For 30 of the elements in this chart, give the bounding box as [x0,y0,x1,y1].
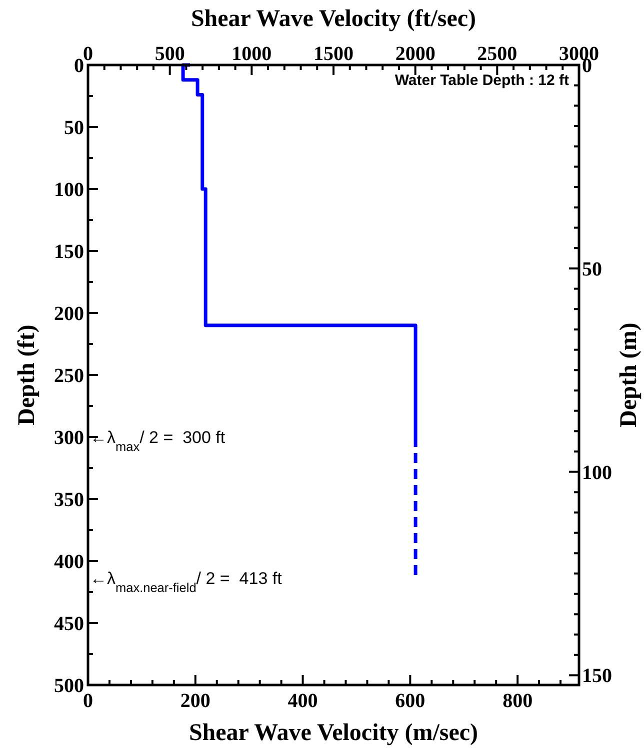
y-tick-label: 50 [64,117,84,139]
y2-axis-title: Depth (m) [616,322,642,428]
y-tick-label: 400 [54,551,84,573]
y-tick-label: 250 [54,365,84,387]
x-tick-label: 400 [288,690,318,712]
x-axis-title: Shear Wave Velocity (m/sec) [188,720,478,746]
x2-tick-label: 2500 [477,43,518,65]
x2-tick-label: 500 [154,43,185,65]
y-tick-label: 0 [74,55,84,77]
y-tick-label: 150 [54,241,84,263]
x-tick-label: 200 [180,690,210,712]
x-tick-label: 600 [395,690,426,712]
y-axis-title: Depth (ft) [14,324,40,426]
x2-tick-label: 1500 [314,43,354,65]
y2-tick-label: 50 [582,258,602,280]
annotation: ←λ$_{max}$/ 2 = 300 ft [90,428,226,454]
x-tick-label: 800 [502,690,533,712]
x2-tick-label: 1000 [232,43,272,65]
y-tick-label: 350 [54,489,84,511]
y-tick-label: 500 [54,675,84,697]
y2-tick-label: 100 [582,462,612,484]
y2-tick-label: 150 [582,665,612,688]
y-tick-label: 100 [54,179,84,201]
y-tick-label: 450 [54,613,84,635]
x2-tick-label: 2000 [395,43,436,65]
y-tick-label: 200 [54,303,84,325]
annotation: ←λ$_{max.near-field}$/ 2 = 413 ft [90,568,282,594]
y-tick-label: 300 [54,427,84,449]
annotation: Water Table Depth : 12 ft [394,72,569,89]
x2-axis-title: Shear Wave Velocity (ft/sec) [190,6,476,32]
